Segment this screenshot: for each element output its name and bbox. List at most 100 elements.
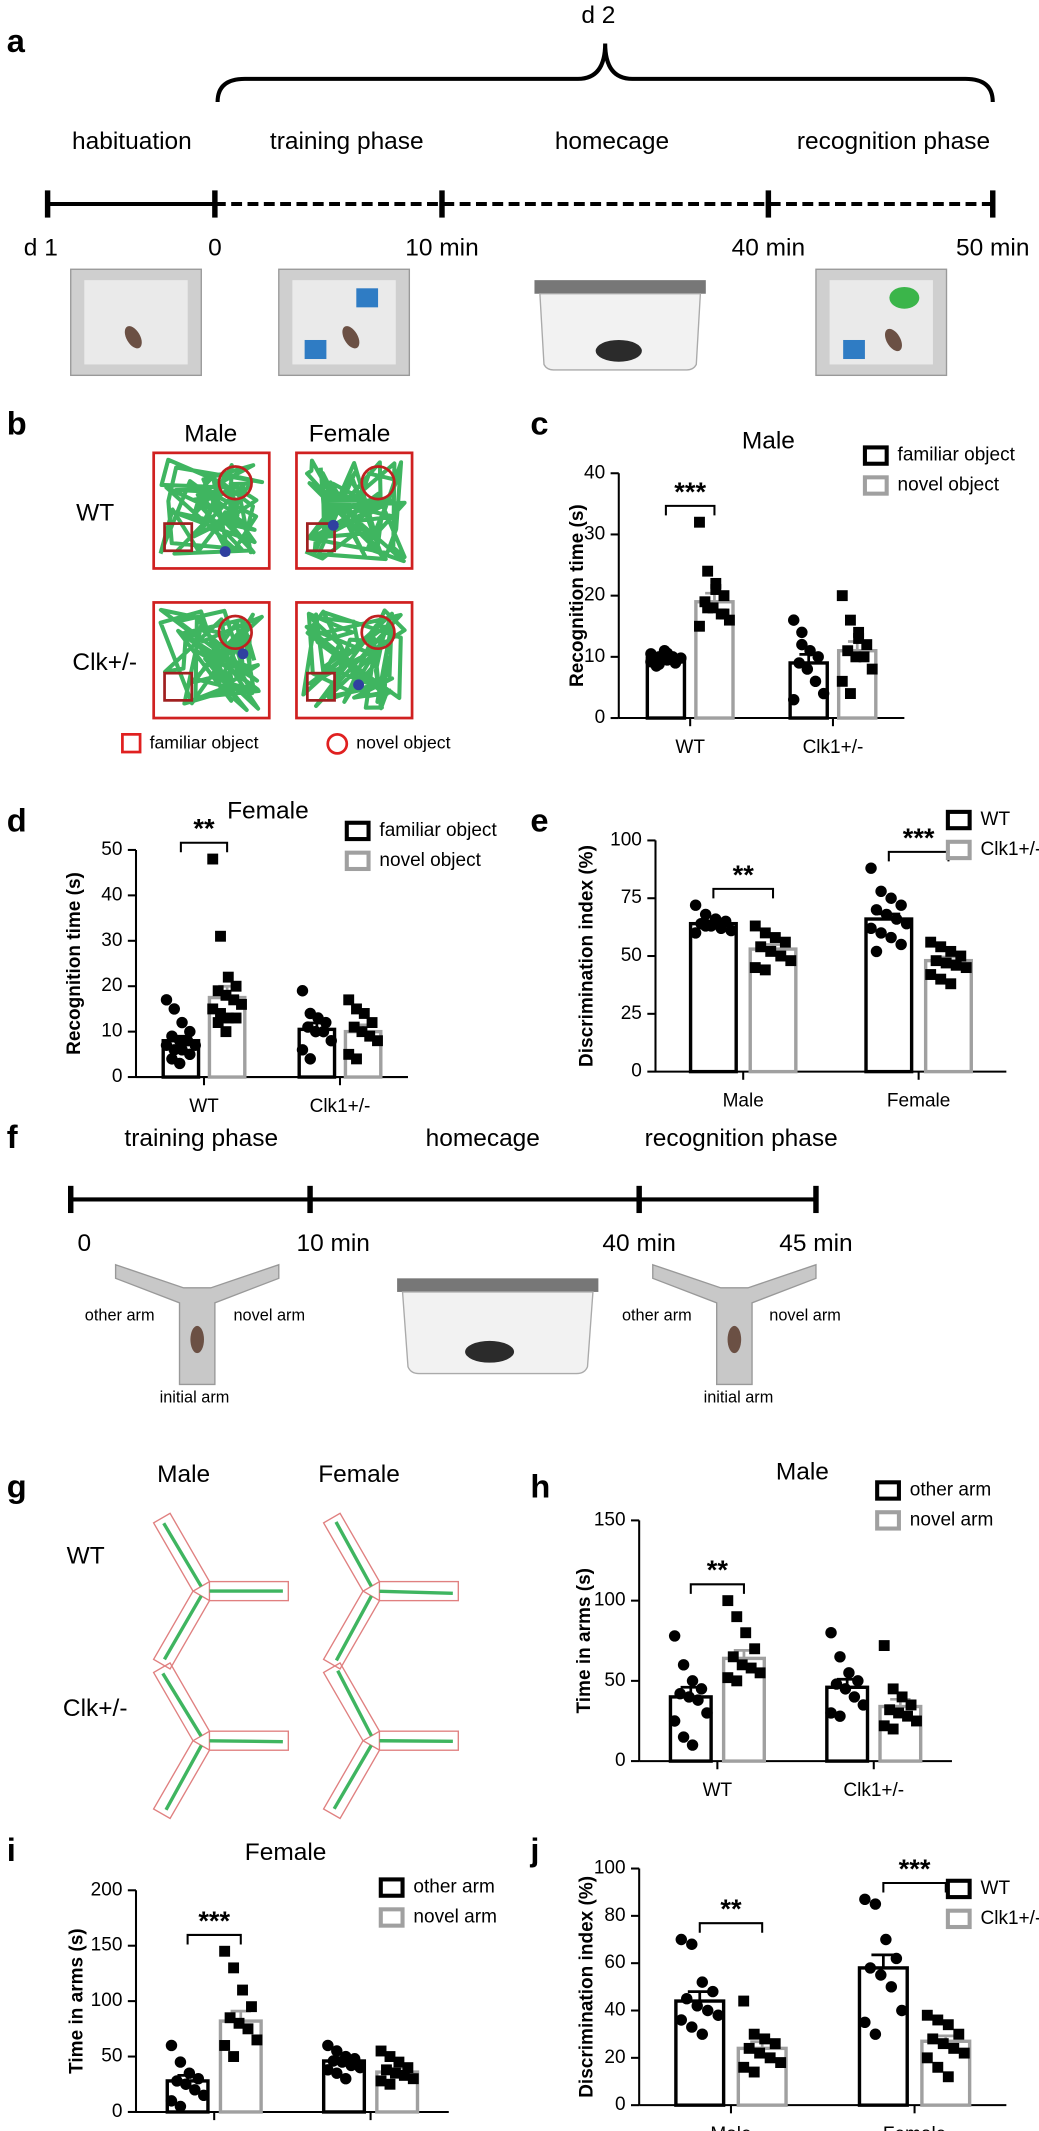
legend-swatch [862, 475, 889, 496]
phase-label: recognition phase [797, 128, 990, 155]
panel-a: a d 2 habituation training phase homecag… [7, 2, 1029, 377]
data-point [696, 2028, 709, 2040]
data-point [725, 924, 737, 937]
data-point [165, 2039, 178, 2052]
data-point [322, 2039, 334, 2052]
data-point [212, 985, 224, 997]
phase-label: recognition phase [645, 1125, 838, 1152]
y-tick-label: 80 [604, 1905, 625, 1926]
data-point [668, 1715, 681, 1727]
y-tick-label: 100 [594, 1858, 626, 1879]
column-label: Male [184, 421, 237, 448]
data-point [785, 955, 797, 967]
data-point [183, 2067, 196, 2079]
data-point [189, 1039, 201, 1051]
data-point [677, 1731, 690, 1743]
data-point [251, 2034, 263, 2046]
data-point [389, 2067, 401, 2079]
data-point [718, 590, 730, 602]
x-tick-label: Male [710, 2124, 751, 2131]
x-tick-label: Clk1+/- [310, 1096, 371, 1117]
data-point [317, 1025, 330, 1038]
data-point [775, 950, 787, 962]
x-tick-label: Female [887, 1091, 950, 1112]
data-point [653, 658, 665, 670]
x-tick-label: Clk1+/- [803, 737, 864, 758]
x-tick-label: Female [883, 2124, 946, 2131]
maze-arm [378, 1730, 459, 1751]
significance-label: ** [720, 1893, 742, 1924]
legend-swatch [945, 1878, 972, 1900]
maze-arm [152, 1661, 211, 1742]
time-label: 0 [208, 234, 222, 261]
y-tick-label: 0 [112, 1066, 123, 1087]
arm-label: initial arm [160, 1388, 230, 1406]
column-label: Female [318, 1461, 400, 1488]
data-point [692, 1694, 704, 1706]
data-point [381, 2064, 392, 2076]
error-bar [871, 1953, 896, 1968]
data-point [935, 941, 947, 953]
data-point [736, 1659, 748, 1671]
position-dot [219, 546, 231, 557]
track [161, 1672, 203, 1737]
legend-label: other arm [413, 1877, 494, 1898]
significance-label: *** [903, 822, 935, 853]
data-point [937, 2038, 949, 2050]
data-point [718, 608, 730, 620]
data-point [407, 2073, 419, 2085]
data-point [925, 969, 937, 980]
y-tick-label: 40 [584, 462, 605, 483]
data-point [215, 1008, 226, 1019]
data-point [246, 2001, 257, 2013]
legend-swatch [875, 1510, 901, 1531]
data-point [340, 2072, 352, 2085]
legend-label: familiar object [379, 820, 497, 841]
data-point [230, 980, 242, 992]
data-point [331, 2067, 343, 2079]
row-label: Clk+/- [72, 649, 137, 676]
data-point [754, 2047, 766, 2059]
track [379, 1739, 453, 1743]
data-point [393, 2056, 405, 2068]
significance-bracket [664, 504, 716, 516]
data-point [775, 2057, 787, 2069]
y-axis-label: Time in arms (s) [67, 1928, 88, 2073]
data-point [825, 1707, 837, 1719]
data-point [398, 2069, 410, 2081]
data-point [699, 920, 712, 932]
track [379, 1589, 453, 1596]
x-tick-label: Male [723, 1091, 764, 1112]
maze-arm [322, 1661, 381, 1742]
data-point [759, 964, 771, 976]
data-point [740, 1627, 752, 1639]
data-point [351, 1003, 362, 1015]
data-point [189, 2084, 201, 2096]
data-point [230, 1012, 242, 1024]
familiar-object [163, 671, 194, 702]
bar [688, 921, 738, 1074]
y-axis-label: Discrimination index (%) [577, 1876, 598, 2098]
panel-label: h [530, 1468, 550, 1505]
data-point [834, 1651, 846, 1663]
track [162, 1522, 203, 1588]
maze-arm [152, 1512, 211, 1593]
data-point [848, 1691, 861, 1703]
panel-g: g Male Female WT Clk+/- [7, 1461, 459, 1820]
legend-swatch [344, 820, 371, 842]
data-point [935, 973, 947, 985]
homecage [534, 280, 706, 371]
data-point [322, 2064, 334, 2076]
legend-swatch [378, 1877, 405, 1898]
legend-swatch [945, 1908, 972, 1930]
data-point [236, 998, 247, 1010]
data-point [875, 927, 887, 939]
data-point [779, 936, 791, 948]
legend-label: novel object [356, 733, 450, 753]
data-point [228, 1962, 240, 1974]
legend-swatch [945, 809, 972, 831]
chart-title: Female [227, 797, 309, 824]
data-point [184, 1048, 196, 1061]
x-tick-label: WT [189, 1096, 219, 1117]
data-point [686, 1675, 699, 1687]
